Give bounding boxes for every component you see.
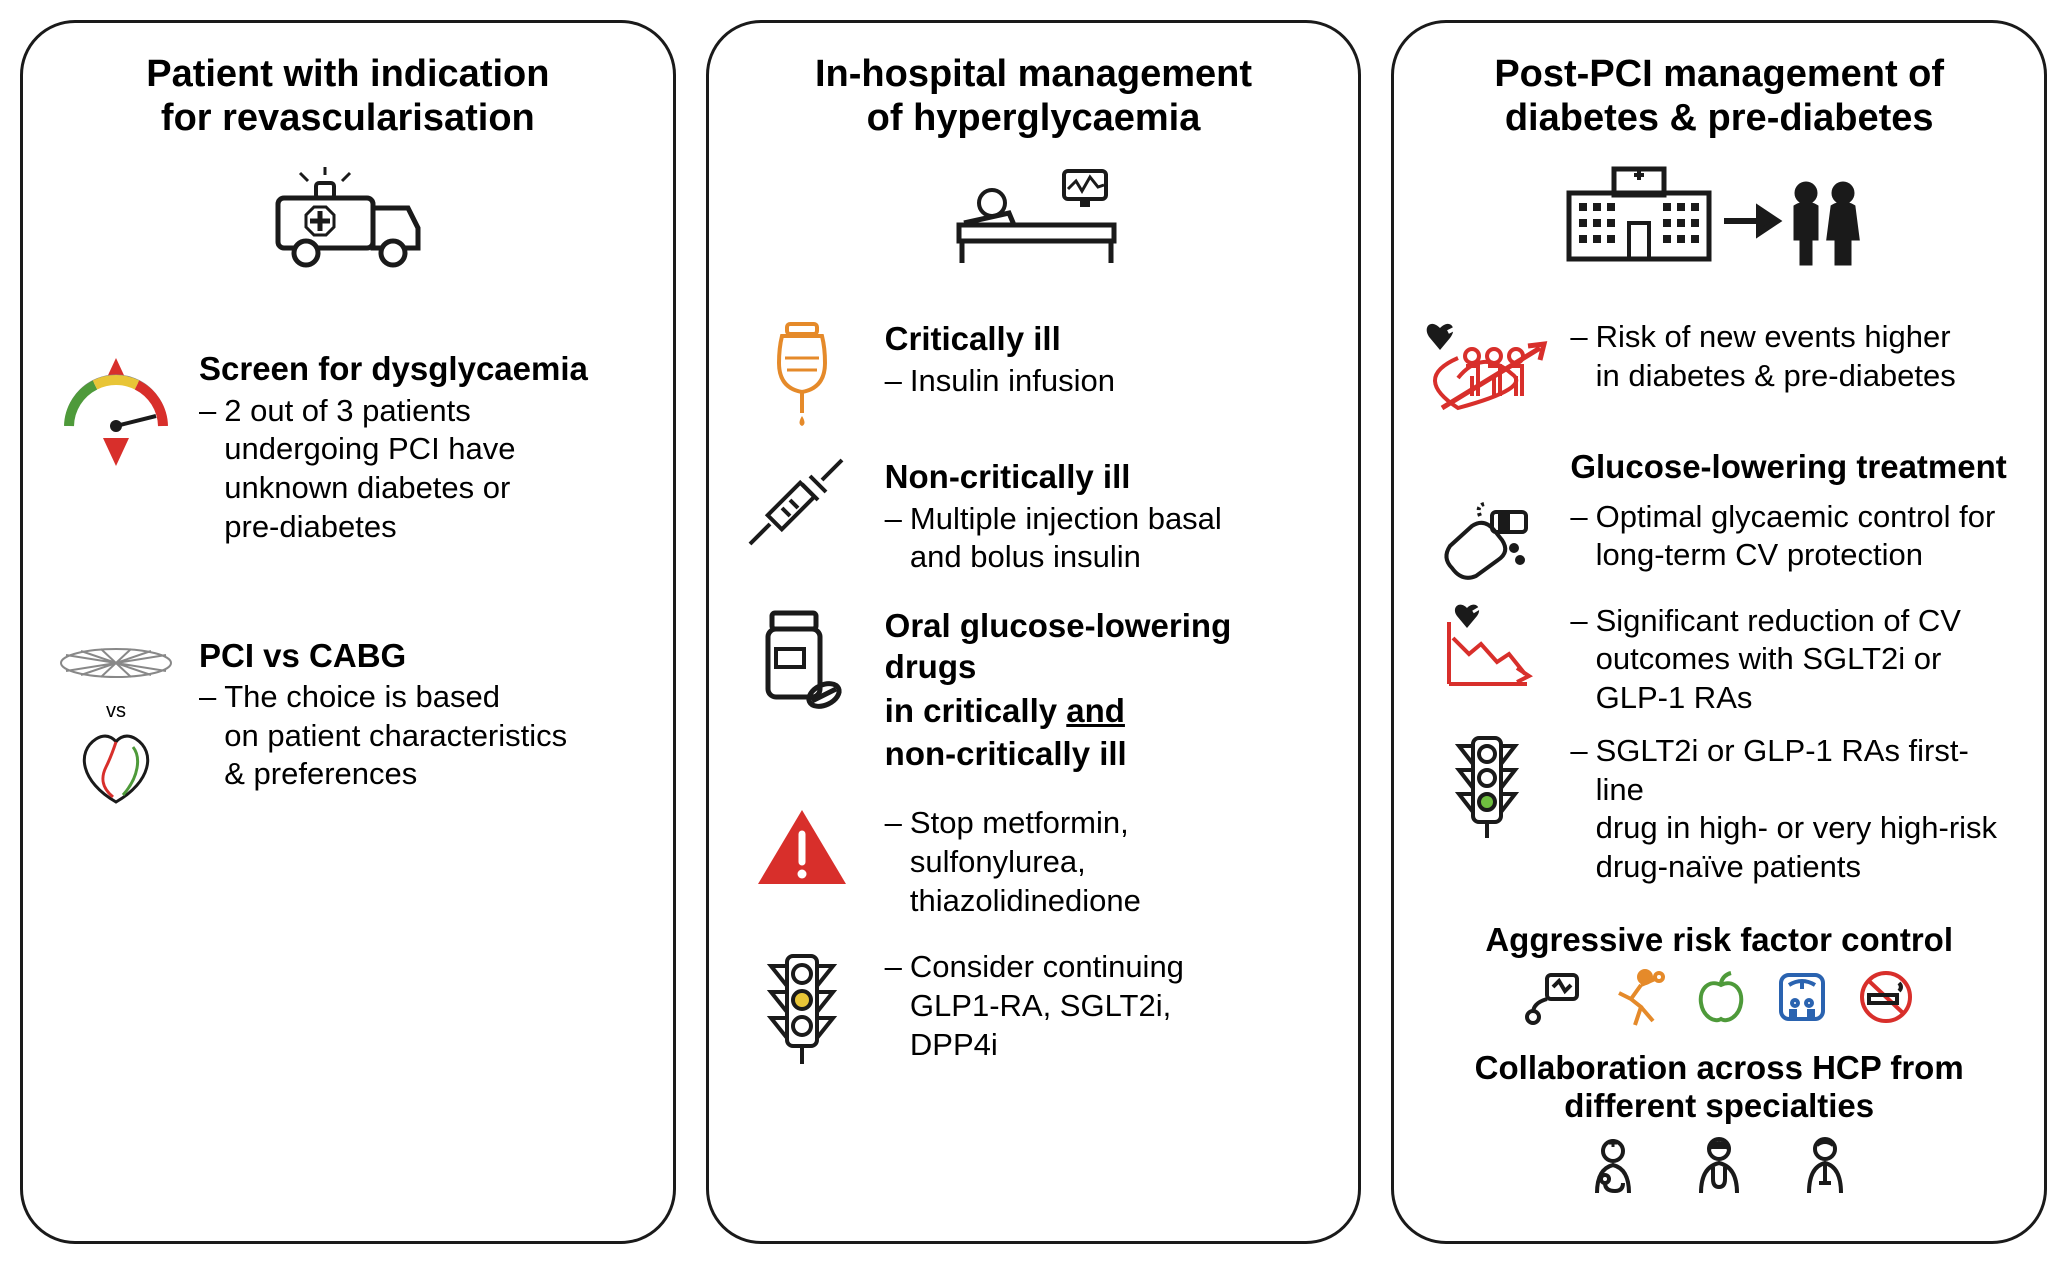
b2-l0: The choice is based: [224, 679, 500, 714]
cont-text: – Consider continuing GLP1-RA, SGLT2i, D…: [885, 948, 1331, 1064]
oral-h3: non-critically ill: [885, 733, 1331, 774]
crit-l0: Insulin infusion: [910, 362, 1115, 401]
glt2-l1: outcomes with SGLT2i or: [1596, 641, 1942, 676]
cont-l1: GLP1-RA, SGLT2i,: [910, 988, 1171, 1023]
block1-text: Screen for dysglycaemia – 2 out of 3 pat…: [199, 348, 645, 546]
b1-l1: undergoing PCI have: [224, 431, 515, 466]
glt1-l1: long-term CV protection: [1596, 537, 1923, 572]
b2-l2: & preferences: [224, 756, 417, 791]
b1-l0: 2 out of 3 patients: [224, 393, 470, 428]
block-critically-ill: Critically ill – Insulin infusion: [737, 318, 1331, 428]
oral-h2: in critically and: [885, 690, 1331, 731]
bp-monitor-icon: [1523, 969, 1583, 1029]
block-stop: – Stop metformin, sulfonylurea, thiazoli…: [737, 804, 1331, 920]
doctor-icon: [1691, 1135, 1747, 1197]
stent-vs-heart-icon: vs: [51, 635, 181, 807]
block-glt-heading: Glucose-lowering treatment: [1422, 446, 2016, 489]
noncrit-l1: and bolus insulin: [910, 539, 1141, 574]
agg-heading: Aggressive risk factor control: [1422, 921, 2016, 959]
panels-row: Patient with indication for revascularis…: [20, 20, 2047, 1244]
panel2-title-l1: In-hospital management: [815, 53, 1252, 95]
glt3-l0: SGLT2i or GLP-1 RAs first-line: [1596, 733, 1969, 807]
crit-heading: Critically ill: [885, 318, 1331, 359]
panel1-title-l2: for revascularisation: [161, 97, 535, 139]
b1-l3: pre-diabetes: [224, 509, 396, 544]
risk-l1: in diabetes & pre-diabetes: [1596, 358, 1956, 393]
iv-bag-icon: [737, 318, 867, 428]
panel3-title-l2: diabetes & pre-diabetes: [1505, 97, 1934, 139]
panel-revascularisation: Patient with indication for revascularis…: [20, 20, 676, 1244]
warning-icon: [737, 804, 867, 894]
glt3-l1: drug in high- or very high-risk: [1596, 810, 1997, 845]
glt-heading: Glucose-lowering treatment: [1570, 446, 2016, 487]
glucometer-icon: [1422, 498, 1552, 588]
panel3-title: Post-PCI management of diabetes & pre-di…: [1422, 53, 2016, 140]
panel2-title: In-hospital management of hyperglycaemia: [737, 53, 1331, 140]
oral-text: Oral glucose-lowering drugs in criticall…: [885, 605, 1331, 776]
b2-l1: on patient characteristics: [224, 718, 567, 753]
decline-chart-icon: [1422, 602, 1552, 692]
gauge-icon: [51, 348, 181, 468]
scale-icon: [1775, 969, 1829, 1029]
noncrit-heading: Non-critically ill: [885, 456, 1331, 497]
block-oral-drugs: Oral glucose-lowering drugs in criticall…: [737, 605, 1331, 776]
ambulance-icon: [51, 158, 645, 278]
panel2-title-l2: of hyperglycaemia: [867, 97, 1201, 139]
cont-l0: Consider continuing: [910, 949, 1184, 984]
block-risk: – Risk of new events higher in diabetes …: [1422, 318, 2016, 418]
vs-label: vs: [106, 701, 126, 721]
syringe-icon: [737, 456, 867, 556]
oral-h2b: and: [1066, 692, 1125, 729]
hospital-discharge-icon: [1422, 158, 2016, 278]
oral-h1: Oral glucose-lowering drugs: [885, 605, 1331, 688]
nurse-icon: [1585, 1135, 1641, 1197]
panel1-title: Patient with indication for revascularis…: [51, 53, 645, 140]
hcp-icons: [1422, 1135, 2016, 1197]
panel3-title-l1: Post-PCI management of: [1494, 53, 1944, 95]
block-pci-cabg: vs PCI vs CABG – The choice is based on …: [51, 635, 645, 807]
panel-postpci: Post-PCI management of diabetes & pre-di…: [1391, 20, 2047, 1244]
traffic-light-yellow-icon: [737, 948, 867, 1068]
glt1-l0: Optimal glycaemic control for: [1596, 499, 1996, 534]
b1-heading: Screen for dysglycaemia: [199, 348, 645, 389]
stop-l1: sulfonylurea,: [910, 844, 1086, 879]
stop-l0: Stop metformin,: [910, 805, 1129, 840]
risk-text: – Risk of new events higher in diabetes …: [1570, 318, 2016, 396]
glt2-l0: Significant reduction of CV: [1596, 603, 1961, 638]
physician-icon: [1797, 1135, 1853, 1197]
glt3-l2: drug-naïve patients: [1596, 849, 1861, 884]
pill-bottle-icon: [737, 605, 867, 715]
hospital-bed-icon: [737, 158, 1331, 278]
b2-heading: PCI vs CABG: [199, 635, 645, 676]
panel-inhospital: In-hospital management of hyperglycaemia: [706, 20, 1362, 1244]
stop-l2: thiazolidinedione: [910, 883, 1141, 918]
block-noncrit: Non-critically ill – Multiple injection …: [737, 456, 1331, 577]
stop-text: – Stop metformin, sulfonylurea, thiazoli…: [885, 804, 1331, 920]
block-glt-3: – SGLT2i or GLP-1 RAs first-line drug in…: [1422, 732, 2016, 887]
oral-h2a: in critically: [885, 692, 1067, 729]
crit-text: Critically ill – Insulin infusion: [885, 318, 1331, 400]
risk-trend-icon: [1422, 318, 1552, 418]
traffic-light-green-icon: [1422, 732, 1552, 842]
noncrit-text: Non-critically ill – Multiple injection …: [885, 456, 1331, 577]
cont-l2: DPP4i: [910, 1027, 998, 1062]
block2-text: PCI vs CABG – The choice is based on pat…: [199, 635, 645, 795]
no-smoking-icon: [1857, 969, 1915, 1029]
collab-heading: Collaboration across HCP from different …: [1422, 1049, 2016, 1125]
block-screen-dysglycaemia: Screen for dysglycaemia – 2 out of 3 pat…: [51, 348, 645, 546]
block-glt-1: – Optimal glycaemic control for long-ter…: [1422, 498, 2016, 588]
glt2-l2: GLP-1 RAs: [1596, 680, 1753, 715]
block-continue: – Consider continuing GLP1-RA, SGLT2i, D…: [737, 948, 1331, 1068]
risk-l0: Risk of new events higher: [1596, 319, 1951, 354]
b1-l2: unknown diabetes or: [224, 470, 510, 505]
panel1-title-l1: Patient with indication: [146, 53, 549, 95]
apple-icon: [1695, 969, 1747, 1029]
block-glt-2: – Significant reduction of CV outcomes w…: [1422, 602, 2016, 718]
noncrit-l0: Multiple injection basal: [910, 501, 1222, 536]
risk-factor-icons: [1422, 969, 2016, 1029]
exercise-icon: [1611, 969, 1667, 1029]
